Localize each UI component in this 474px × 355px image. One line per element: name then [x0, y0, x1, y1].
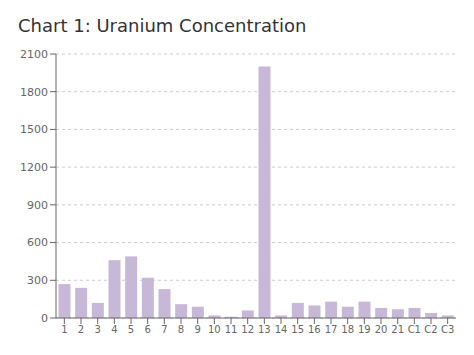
svg-text:1200: 1200: [20, 161, 48, 174]
svg-text:C3: C3: [441, 324, 454, 335]
svg-text:300: 300: [27, 274, 48, 287]
svg-text:C2: C2: [424, 324, 437, 335]
svg-text:10: 10: [208, 324, 221, 335]
svg-text:9: 9: [194, 324, 200, 335]
svg-text:14: 14: [275, 324, 288, 335]
svg-text:5: 5: [128, 324, 134, 335]
svg-text:18: 18: [341, 324, 354, 335]
svg-text:7: 7: [161, 324, 167, 335]
svg-text:6: 6: [144, 324, 150, 335]
svg-text:11: 11: [225, 324, 238, 335]
svg-text:8: 8: [178, 324, 184, 335]
svg-text:3: 3: [94, 324, 100, 335]
svg-text:C1: C1: [408, 324, 421, 335]
svg-text:19: 19: [358, 324, 371, 335]
svg-text:2: 2: [78, 324, 84, 335]
svg-text:900: 900: [27, 199, 48, 212]
svg-text:16: 16: [308, 324, 321, 335]
svg-text:21: 21: [391, 324, 404, 335]
svg-text:4: 4: [111, 324, 117, 335]
svg-text:1: 1: [61, 324, 67, 335]
svg-text:12: 12: [241, 324, 254, 335]
svg-text:20: 20: [375, 324, 388, 335]
svg-text:1500: 1500: [20, 123, 48, 136]
svg-text:17: 17: [325, 324, 338, 335]
svg-text:1800: 1800: [20, 86, 48, 99]
html-text:Chart 1: Uranium Concentration: Chart 1: Uranium Concentration: [18, 15, 307, 36]
svg-text:13: 13: [258, 324, 271, 335]
svg-text:2100: 2100: [20, 48, 48, 61]
svg-text:15: 15: [291, 324, 304, 335]
svg-text:600: 600: [27, 236, 48, 249]
svg-text:0: 0: [41, 312, 48, 325]
